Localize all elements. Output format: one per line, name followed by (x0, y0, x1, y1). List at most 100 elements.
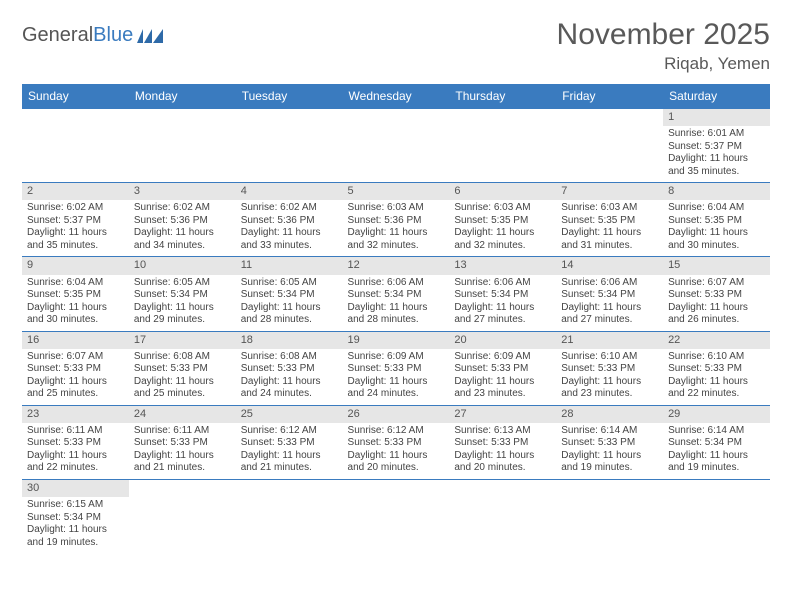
day-info: Sunrise: 6:02 AMSunset: 5:36 PMDaylight:… (236, 200, 343, 256)
day-info: Sunrise: 6:06 AMSunset: 5:34 PMDaylight:… (449, 275, 556, 331)
day-info: Sunrise: 6:04 AMSunset: 5:35 PMDaylight:… (22, 275, 129, 331)
day-info: Sunrise: 6:04 AMSunset: 5:35 PMDaylight:… (663, 200, 770, 256)
day-number: 11 (236, 257, 343, 274)
calendar-cell (663, 479, 770, 553)
day-number: 24 (129, 406, 236, 423)
title-block: November 2025 Riqab, Yemen (557, 18, 770, 74)
calendar-cell (129, 479, 236, 553)
calendar-cell: 1Sunrise: 6:01 AMSunset: 5:37 PMDaylight… (663, 109, 770, 183)
weekday-header: Tuesday (236, 84, 343, 109)
day-number: 17 (129, 332, 236, 349)
logo-text-2: Blue (93, 24, 133, 47)
calendar-cell: 4Sunrise: 6:02 AMSunset: 5:36 PMDaylight… (236, 183, 343, 257)
day-info: Sunrise: 6:11 AMSunset: 5:33 PMDaylight:… (129, 423, 236, 479)
day-info: Sunrise: 6:01 AMSunset: 5:37 PMDaylight:… (663, 126, 770, 182)
calendar-cell: 20Sunrise: 6:09 AMSunset: 5:33 PMDayligh… (449, 331, 556, 405)
day-number: 21 (556, 332, 663, 349)
calendar-head: SundayMondayTuesdayWednesdayThursdayFrid… (22, 84, 770, 109)
day-number: 14 (556, 257, 663, 274)
calendar-cell (22, 109, 129, 183)
calendar-cell: 27Sunrise: 6:13 AMSunset: 5:33 PMDayligh… (449, 405, 556, 479)
day-info: Sunrise: 6:07 AMSunset: 5:33 PMDaylight:… (22, 349, 129, 405)
calendar-cell (556, 109, 663, 183)
logo: GeneralBlue (22, 24, 163, 47)
calendar-cell: 16Sunrise: 6:07 AMSunset: 5:33 PMDayligh… (22, 331, 129, 405)
day-info: Sunrise: 6:14 AMSunset: 5:34 PMDaylight:… (663, 423, 770, 479)
calendar-cell: 28Sunrise: 6:14 AMSunset: 5:33 PMDayligh… (556, 405, 663, 479)
calendar-cell: 3Sunrise: 6:02 AMSunset: 5:36 PMDaylight… (129, 183, 236, 257)
calendar-cell (129, 109, 236, 183)
day-info: Sunrise: 6:03 AMSunset: 5:36 PMDaylight:… (343, 200, 450, 256)
weekday-header: Wednesday (343, 84, 450, 109)
calendar-cell: 7Sunrise: 6:03 AMSunset: 5:35 PMDaylight… (556, 183, 663, 257)
day-info: Sunrise: 6:11 AMSunset: 5:33 PMDaylight:… (22, 423, 129, 479)
day-info: Sunrise: 6:10 AMSunset: 5:33 PMDaylight:… (663, 349, 770, 405)
calendar-cell: 12Sunrise: 6:06 AMSunset: 5:34 PMDayligh… (343, 257, 450, 331)
day-number: 3 (129, 183, 236, 200)
calendar-cell (449, 479, 556, 553)
day-info: Sunrise: 6:06 AMSunset: 5:34 PMDaylight:… (556, 275, 663, 331)
calendar-table: SundayMondayTuesdayWednesdayThursdayFrid… (22, 84, 770, 553)
logo-text-1: General (22, 24, 93, 47)
calendar-cell: 23Sunrise: 6:11 AMSunset: 5:33 PMDayligh… (22, 405, 129, 479)
calendar-cell: 14Sunrise: 6:06 AMSunset: 5:34 PMDayligh… (556, 257, 663, 331)
day-number: 2 (22, 183, 129, 200)
calendar-cell: 2Sunrise: 6:02 AMSunset: 5:37 PMDaylight… (22, 183, 129, 257)
month-title: November 2025 (557, 18, 770, 52)
calendar-body: 1Sunrise: 6:01 AMSunset: 5:37 PMDaylight… (22, 109, 770, 554)
day-number: 27 (449, 406, 556, 423)
day-info: Sunrise: 6:03 AMSunset: 5:35 PMDaylight:… (556, 200, 663, 256)
day-number: 19 (343, 332, 450, 349)
calendar-cell: 17Sunrise: 6:08 AMSunset: 5:33 PMDayligh… (129, 331, 236, 405)
day-info: Sunrise: 6:14 AMSunset: 5:33 PMDaylight:… (556, 423, 663, 479)
day-number: 16 (22, 332, 129, 349)
day-info: Sunrise: 6:09 AMSunset: 5:33 PMDaylight:… (343, 349, 450, 405)
day-number: 12 (343, 257, 450, 274)
day-number: 28 (556, 406, 663, 423)
day-info: Sunrise: 6:08 AMSunset: 5:33 PMDaylight:… (236, 349, 343, 405)
day-number: 20 (449, 332, 556, 349)
calendar-cell: 25Sunrise: 6:12 AMSunset: 5:33 PMDayligh… (236, 405, 343, 479)
location: Riqab, Yemen (557, 54, 770, 74)
day-number: 4 (236, 183, 343, 200)
day-number: 23 (22, 406, 129, 423)
calendar-cell: 26Sunrise: 6:12 AMSunset: 5:33 PMDayligh… (343, 405, 450, 479)
day-info: Sunrise: 6:06 AMSunset: 5:34 PMDaylight:… (343, 275, 450, 331)
weekday-header: Saturday (663, 84, 770, 109)
day-info: Sunrise: 6:03 AMSunset: 5:35 PMDaylight:… (449, 200, 556, 256)
calendar-cell: 19Sunrise: 6:09 AMSunset: 5:33 PMDayligh… (343, 331, 450, 405)
day-info: Sunrise: 6:02 AMSunset: 5:37 PMDaylight:… (22, 200, 129, 256)
weekday-header: Monday (129, 84, 236, 109)
day-number: 26 (343, 406, 450, 423)
calendar-cell: 9Sunrise: 6:04 AMSunset: 5:35 PMDaylight… (22, 257, 129, 331)
day-number: 8 (663, 183, 770, 200)
calendar-cell (556, 479, 663, 553)
calendar-cell: 29Sunrise: 6:14 AMSunset: 5:34 PMDayligh… (663, 405, 770, 479)
day-number: 13 (449, 257, 556, 274)
weekday-header: Sunday (22, 84, 129, 109)
day-info: Sunrise: 6:10 AMSunset: 5:33 PMDaylight:… (556, 349, 663, 405)
calendar-cell: 21Sunrise: 6:10 AMSunset: 5:33 PMDayligh… (556, 331, 663, 405)
calendar-cell: 6Sunrise: 6:03 AMSunset: 5:35 PMDaylight… (449, 183, 556, 257)
day-number: 25 (236, 406, 343, 423)
calendar-cell: 18Sunrise: 6:08 AMSunset: 5:33 PMDayligh… (236, 331, 343, 405)
day-info: Sunrise: 6:12 AMSunset: 5:33 PMDaylight:… (343, 423, 450, 479)
day-number: 30 (22, 480, 129, 497)
calendar-cell (236, 109, 343, 183)
calendar-cell: 5Sunrise: 6:03 AMSunset: 5:36 PMDaylight… (343, 183, 450, 257)
logo-flag-icon (137, 28, 163, 44)
day-number: 18 (236, 332, 343, 349)
calendar-cell: 13Sunrise: 6:06 AMSunset: 5:34 PMDayligh… (449, 257, 556, 331)
header: GeneralBlue November 2025 Riqab, Yemen (22, 18, 770, 74)
weekday-header: Thursday (449, 84, 556, 109)
day-number: 6 (449, 183, 556, 200)
calendar-cell: 24Sunrise: 6:11 AMSunset: 5:33 PMDayligh… (129, 405, 236, 479)
weekday-header: Friday (556, 84, 663, 109)
calendar-cell: 8Sunrise: 6:04 AMSunset: 5:35 PMDaylight… (663, 183, 770, 257)
day-info: Sunrise: 6:12 AMSunset: 5:33 PMDaylight:… (236, 423, 343, 479)
day-number: 29 (663, 406, 770, 423)
day-info: Sunrise: 6:02 AMSunset: 5:36 PMDaylight:… (129, 200, 236, 256)
calendar-cell: 22Sunrise: 6:10 AMSunset: 5:33 PMDayligh… (663, 331, 770, 405)
calendar-cell: 30Sunrise: 6:15 AMSunset: 5:34 PMDayligh… (22, 479, 129, 553)
calendar-cell (343, 479, 450, 553)
